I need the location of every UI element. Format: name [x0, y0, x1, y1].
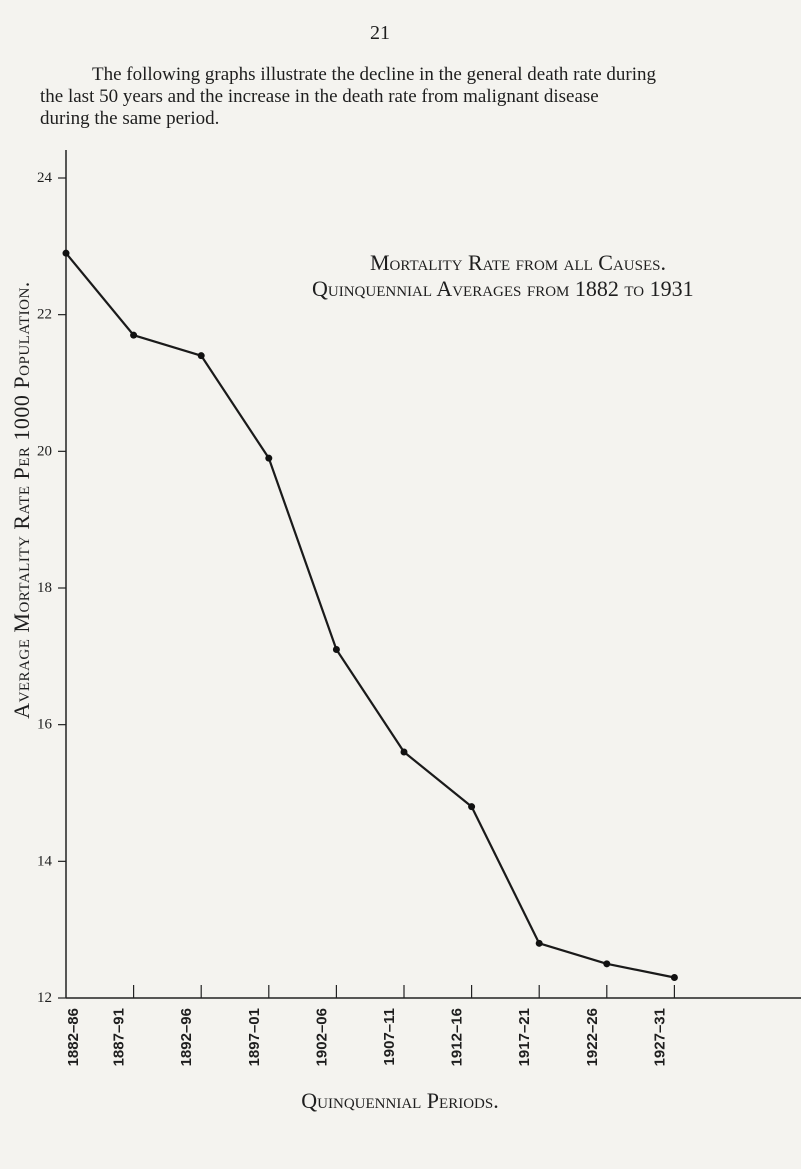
y-tick-label: 22 — [37, 307, 52, 323]
x-tick-label: 1917–21 — [516, 1008, 533, 1066]
data-point — [197, 352, 205, 360]
x-tick-label: 1892–96 — [178, 1008, 195, 1066]
x-tick-label: 1922–26 — [584, 1008, 601, 1066]
x-tick-label: 1882–86 — [65, 1008, 82, 1066]
intro-line-3: during the same period. — [40, 108, 220, 129]
y-tick-label: 24 — [37, 170, 53, 186]
series-line-segment — [133, 334, 202, 357]
x-tick-label: 1912–16 — [449, 1008, 466, 1066]
y-tick-label: 20 — [37, 443, 52, 459]
series-line-segment — [538, 942, 608, 965]
y-tick-label: 18 — [37, 580, 52, 596]
series-line-segment — [403, 751, 473, 808]
data-point — [468, 803, 476, 811]
chart-subtitle: Quinquennial Averages from 1882 to 1931 — [312, 276, 694, 301]
x-axis-label: Quinquennial Periods. — [301, 1088, 498, 1113]
x-tick-label: 1887–91 — [111, 1008, 128, 1066]
series-line-segment — [65, 252, 135, 336]
series-line-segment — [335, 648, 405, 753]
data-point — [535, 939, 543, 947]
x-tick-label: 1897–01 — [246, 1008, 263, 1066]
x-tick-label: 1902–06 — [313, 1008, 330, 1066]
intro-line-2: the last 50 years and the increase in th… — [40, 86, 599, 107]
y-tick-label: 12 — [37, 990, 52, 1006]
intro-line-1: The following graphs illustrate the decl… — [92, 64, 656, 85]
intro-paragraph: The following graphs illustrate the decl… — [40, 64, 740, 130]
series-line-segment — [606, 962, 675, 979]
data-point — [130, 331, 138, 339]
x-tick-label: 1927–31 — [651, 1008, 668, 1066]
data-point — [265, 454, 273, 462]
y-tick-label: 16 — [37, 717, 53, 733]
chart-title: Mortality Rate from all Causes. — [370, 250, 666, 275]
data-point — [603, 960, 611, 968]
y-tick-label: 14 — [37, 853, 53, 869]
data-point — [332, 646, 340, 653]
series-line-segment — [200, 355, 270, 459]
data-point — [670, 974, 678, 981]
data-point — [400, 748, 408, 756]
series-line-segment — [267, 457, 338, 650]
page-number: 21 — [370, 22, 390, 44]
data-point — [62, 249, 70, 257]
series-line-segment — [470, 806, 541, 944]
x-tick-label: 1907–11 — [381, 1008, 398, 1066]
